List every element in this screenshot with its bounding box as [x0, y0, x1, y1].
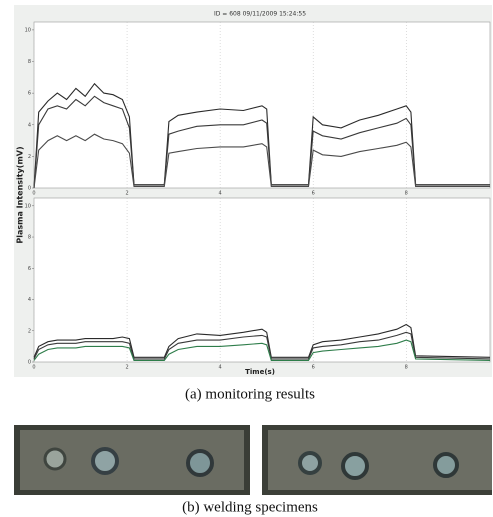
x-tick-label: 0: [32, 365, 35, 371]
x-tick-label: 4: [219, 365, 222, 371]
weld-spot: [93, 449, 117, 473]
caption: (a) monitoring results: [185, 386, 315, 402]
figure: ID = 608 09/11/2009 15:24:55 Plasma Inte…: [0, 0, 493, 517]
y-tick-label: 8: [28, 235, 31, 241]
y-tick-label: 6: [28, 266, 31, 272]
y-tick-label: 6: [28, 91, 31, 97]
y-tick-label: 4: [28, 122, 31, 128]
caption: (b) welding specimens: [182, 499, 318, 515]
y-tick-label: 2: [28, 154, 31, 160]
y-tick-label: 0: [28, 186, 31, 192]
plot-area: [34, 198, 490, 362]
y-tick-label: 0: [28, 360, 31, 366]
x-tick-label: 2: [125, 191, 128, 197]
weld-spot: [45, 449, 65, 469]
weld-spot: [300, 453, 320, 473]
y-axis-label: Plasma Intensity(mV): [16, 146, 25, 243]
plot-area: [34, 22, 490, 188]
x-tick-label: 8: [405, 191, 408, 197]
chart-title: ID = 608 09/11/2009 15:24:55: [214, 11, 306, 18]
x-tick-label: 8: [405, 365, 408, 371]
weld-spot: [343, 454, 367, 478]
x-tick-label: 6: [312, 365, 315, 371]
y-tick-label: 10: [25, 27, 31, 33]
x-tick-label: 4: [219, 191, 222, 197]
x-tick-label: 0: [32, 191, 35, 197]
x-axis-label: Time(s): [245, 368, 275, 376]
specimen-photo: [14, 425, 492, 495]
y-tick-label: 2: [28, 328, 31, 334]
weld-spot: [188, 451, 212, 475]
x-tick-label: 6: [312, 191, 315, 197]
x-tick-label: 2: [125, 365, 128, 371]
y-tick-label: 8: [28, 59, 31, 65]
y-tick-label: 10: [25, 203, 31, 209]
y-tick-label: 4: [28, 297, 31, 303]
weld-spot: [435, 454, 457, 476]
